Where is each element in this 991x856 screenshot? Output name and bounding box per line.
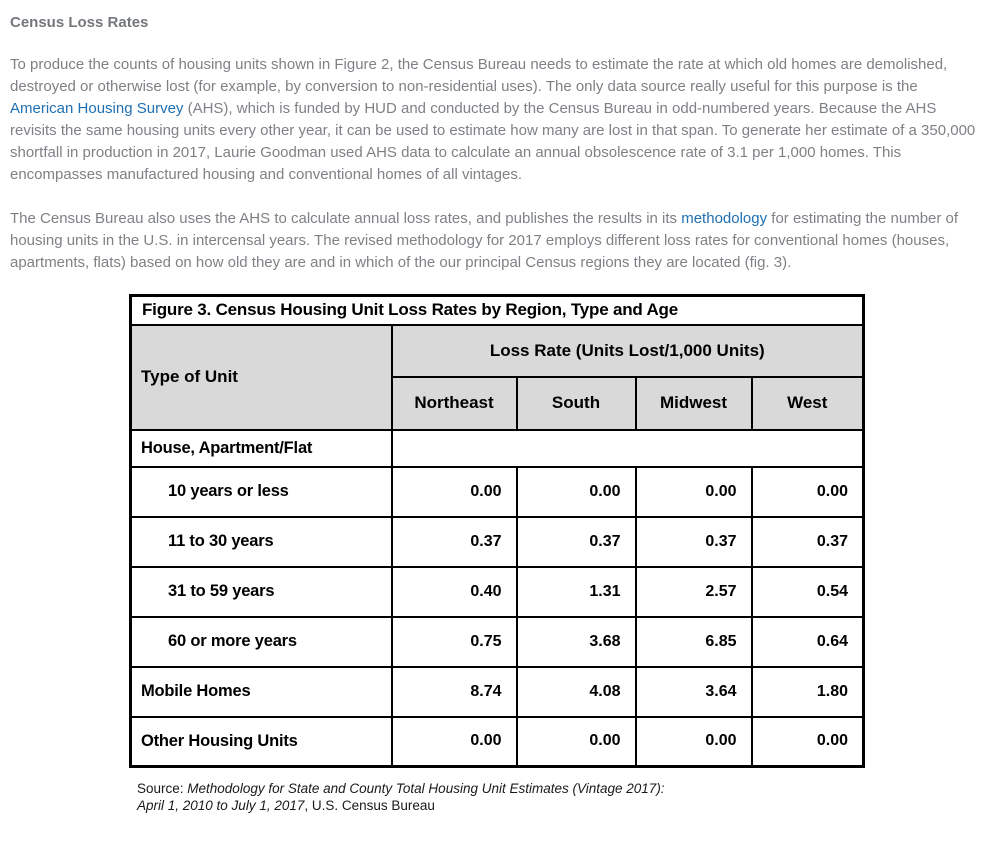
column-header-west: West bbox=[750, 375, 865, 431]
value-cell: 6.85 bbox=[634, 615, 753, 668]
figure-table-body: Figure 3. Census Housing Unit Loss Rates… bbox=[129, 294, 865, 768]
loss-rate-group-header: Loss Rate (Units Lost/1,000 Units) bbox=[390, 323, 865, 378]
source-suffix: , U.S. Census Bureau bbox=[304, 798, 435, 813]
group-header-row: Type of Unit Loss Rate (Units Lost/1,000… bbox=[129, 323, 865, 431]
value-cell: 0.37 bbox=[634, 515, 753, 568]
source-prefix: Source: bbox=[137, 781, 188, 796]
column-header-northeast: Northeast bbox=[390, 375, 518, 431]
value-cell: 0.00 bbox=[750, 465, 865, 518]
value-cell: 0.00 bbox=[634, 465, 753, 518]
value-cell: 0.00 bbox=[515, 715, 637, 768]
value-cell: 0.00 bbox=[390, 465, 518, 518]
row-header-type-of-unit: Type of Unit bbox=[129, 323, 393, 431]
methodology-link[interactable]: methodology bbox=[681, 210, 768, 227]
table-row: House, Apartment/Flat bbox=[129, 428, 865, 468]
region-header-row: Northeast South Midwest West bbox=[131, 375, 865, 431]
value-cell: 0.00 bbox=[390, 715, 518, 768]
paragraph-1: To produce the counts of housing units s… bbox=[10, 54, 982, 186]
row-label: Other Housing Units bbox=[129, 715, 393, 768]
source-citation-line1: Methodology for State and County Total H… bbox=[187, 781, 665, 796]
value-cell: 0.64 bbox=[750, 615, 865, 668]
value-cell: 0.00 bbox=[515, 465, 637, 518]
row-label: 11 to 30 years bbox=[129, 515, 393, 568]
figure-title: Figure 3. Census Housing Unit Loss Rates… bbox=[129, 294, 865, 326]
page-title: Census Loss Rates bbox=[10, 14, 149, 31]
american-housing-survey-link[interactable]: American Housing Survey bbox=[10, 100, 184, 117]
table-row: 10 years or less 0.00 0.00 0.00 0.00 bbox=[129, 465, 865, 518]
table-row: 60 or more years 0.75 3.68 6.85 0.64 bbox=[129, 615, 865, 668]
row-label: House, Apartment/Flat bbox=[129, 428, 393, 468]
value-cell: 0.37 bbox=[750, 515, 865, 568]
row-label: Mobile Homes bbox=[129, 665, 393, 718]
paragraph-1-text-b: (AHS), which is funded by HUD and conduc… bbox=[10, 100, 976, 183]
figure-3-container: Figure 3. Census Housing Unit Loss Rates… bbox=[129, 294, 866, 814]
table-row: 11 to 30 years 0.37 0.37 0.37 0.37 bbox=[129, 515, 865, 568]
article-page: Census Loss Rates To produce the counts … bbox=[10, 14, 982, 814]
source-note: Source: Methodology for State and County… bbox=[137, 780, 862, 814]
value-cell: 0.37 bbox=[390, 515, 518, 568]
value-cell: 1.80 bbox=[750, 665, 865, 718]
paragraph-2-text-a: The Census Bureau also uses the AHS to c… bbox=[10, 210, 682, 227]
row-label: 31 to 59 years bbox=[129, 565, 393, 618]
paragraph-2: The Census Bureau also uses the AHS to c… bbox=[10, 208, 982, 274]
value-cell: 2.57 bbox=[634, 565, 753, 618]
table-row: 31 to 59 years 0.40 1.31 2.57 0.54 bbox=[129, 565, 865, 618]
value-cell: 0.75 bbox=[390, 615, 518, 668]
paragraph-1-text-a: To produce the counts of housing units s… bbox=[10, 56, 948, 95]
paragraph-2-text-b: for estimating the number of housing uni… bbox=[10, 210, 959, 271]
value-cell: 4.08 bbox=[515, 665, 637, 718]
value-cell: 3.68 bbox=[515, 615, 637, 668]
row-label: 10 years or less bbox=[129, 465, 393, 518]
empty-merged-cell bbox=[390, 428, 865, 468]
source-citation-line2: April 1, 2010 to July 1, 2017 bbox=[137, 798, 305, 813]
value-cell: 3.64 bbox=[634, 665, 753, 718]
value-cell: 0.00 bbox=[750, 715, 865, 768]
figure-title-row: Figure 3. Census Housing Unit Loss Rates… bbox=[129, 294, 865, 326]
value-cell: 0.37 bbox=[515, 515, 637, 568]
value-cell: 0.54 bbox=[750, 565, 865, 618]
column-header-south: South bbox=[515, 375, 637, 431]
row-label: 60 or more years bbox=[129, 615, 393, 668]
table-row: Other Housing Units 0.00 0.00 0.00 0.00 bbox=[129, 715, 865, 768]
value-cell: 8.74 bbox=[390, 665, 518, 718]
value-cell: 0.40 bbox=[390, 565, 518, 618]
figure-3-table: Figure 3. Census Housing Unit Loss Rates… bbox=[129, 294, 866, 768]
column-header-midwest: Midwest bbox=[634, 375, 753, 431]
value-cell: 0.00 bbox=[634, 715, 753, 768]
table-row: Mobile Homes 8.74 4.08 3.64 1.80 bbox=[129, 665, 865, 718]
value-cell: 1.31 bbox=[515, 565, 637, 618]
